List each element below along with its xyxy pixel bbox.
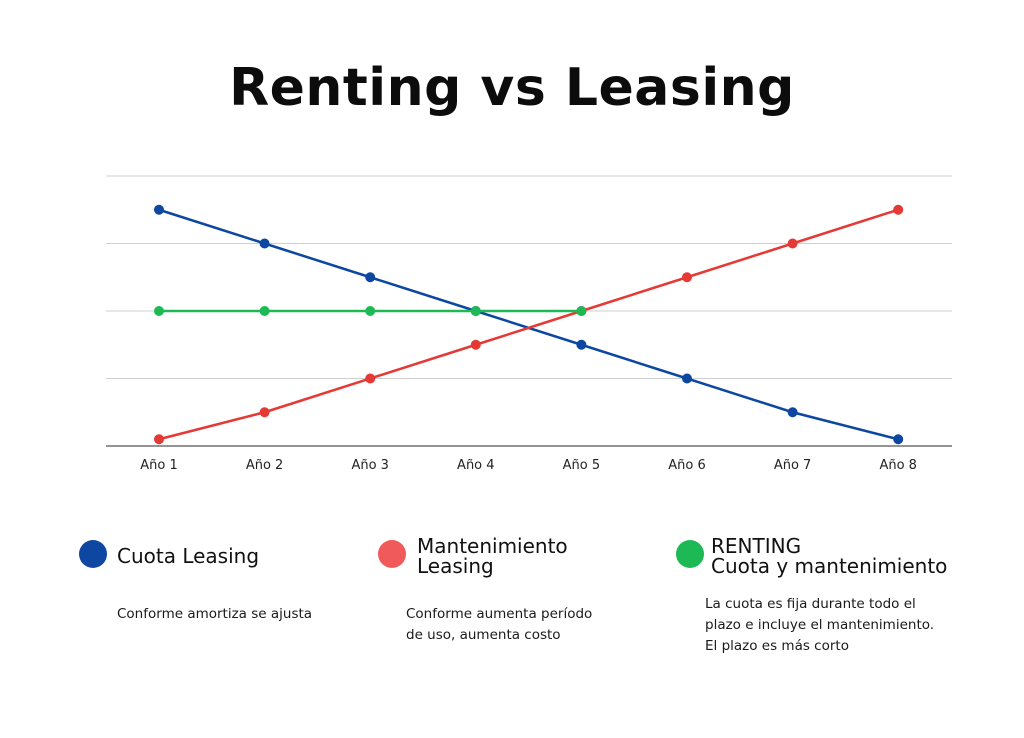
legend-dot-cuota-leasing [79,540,107,568]
data-point-mantenimiento-leasing [893,204,904,215]
data-point-renting-cuota-y-mantenimiento [154,306,164,316]
legend-desc-renting-line-3: El plazo es más corto [705,638,849,654]
legend-label-mantenimiento-line-2: Leasing [417,554,494,578]
legend-label-renting-line-1: RENTING [711,534,802,558]
x-tick-label: Año 1 [140,458,178,473]
x-tick-label: Año 2 [246,458,284,473]
legend-desc-renting-line-2: plazo e incluye el mantenimiento. [705,617,935,633]
legend-desc-mantenimiento-line-1: Conforme aumenta período [406,606,593,622]
data-point-renting-cuota-y-mantenimiento [576,306,587,316]
data-point-renting-cuota-y-mantenimiento [259,306,270,316]
legend-dot-renting [676,540,704,568]
data-point-mantenimiento-leasing [682,272,692,283]
data-point-mantenimiento-leasing [365,373,376,384]
data-point-cuota-leasing [893,434,904,445]
data-point-cuota-leasing [576,339,587,350]
data-point-cuota-leasing [259,238,270,249]
data-point-renting-cuota-y-mantenimiento [470,306,481,316]
data-point-cuota-leasing [154,204,164,215]
x-tick-label: Año 5 [563,458,601,473]
data-point-cuota-leasing [365,272,376,283]
series-line-mantenimiento-leasing [158,208,899,441]
x-tick-label: Año 8 [879,458,917,473]
data-point-renting-cuota-y-mantenimiento [365,306,376,316]
data-point-mantenimiento-leasing [154,434,164,445]
data-point-mantenimiento-leasing [470,339,481,350]
data-point-mantenimiento-leasing [259,407,270,418]
legend-desc-renting-line-1: La cuota es fija durante todo el [705,596,916,612]
data-point-cuota-leasing [787,407,798,418]
legend-desc-cuota-leasing-line-1: Conforme amortiza se ajusta [117,606,313,622]
legend-label-mantenimiento-line-1: Mantenimiento [417,534,568,558]
data-point-mantenimiento-leasing [787,238,798,249]
legend-label-renting-line-2: Cuota y mantenimiento [711,554,948,578]
chart-title: Renting vs Leasing [229,58,795,118]
legend-dot-mantenimiento-leasing [378,540,406,568]
x-tick-label: Año 4 [457,458,495,473]
data-point-cuota-leasing [682,373,692,384]
x-tick-label: Año 7 [774,458,812,473]
legend-desc-mantenimiento-line-2: de uso, aumenta costo [406,627,561,643]
legend-label-cuota-leasing: Cuota Leasing [117,544,260,568]
x-tick-label: Año 6 [668,458,706,473]
x-tick-label: Año 3 [351,458,389,473]
